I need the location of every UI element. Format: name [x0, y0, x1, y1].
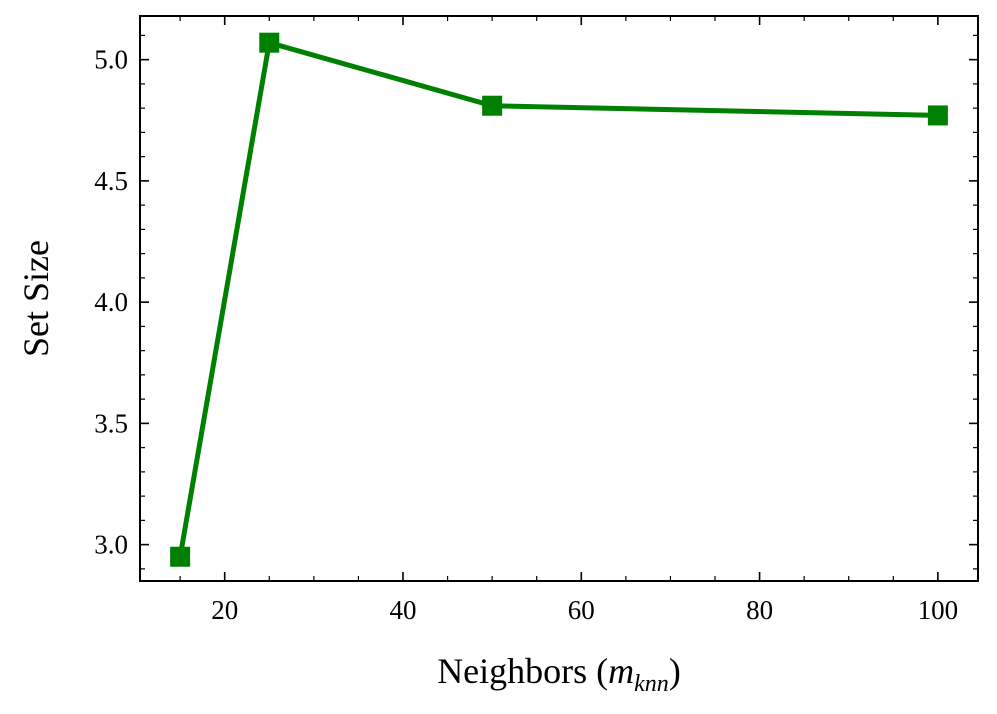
y-tick-label: 3.5: [94, 408, 128, 438]
data-point-marker: [170, 546, 191, 567]
plot-frame: [139, 15, 979, 582]
y-axis-label: Set Size: [16, 240, 56, 357]
x-tick-label: 60: [568, 595, 595, 625]
data-point-marker: [482, 95, 503, 116]
y-tick-label: 4.5: [94, 166, 128, 196]
y-tick-label: 5.0: [94, 45, 128, 75]
series-line: [177, 40, 938, 558]
axis-ticks: [140, 16, 978, 581]
series-layer: [170, 32, 948, 567]
x-tick-label: 20: [211, 595, 238, 625]
y-tick-label: 3.0: [94, 530, 128, 560]
x-tick-label: 80: [746, 595, 773, 625]
tick-labels: 20 40 60 80 100 3.0 3.5 4.0 4.5 5.0: [94, 45, 958, 625]
data-point-marker: [927, 105, 948, 126]
x-axis-label: Neighbors (mknn): [437, 651, 681, 697]
x-tick-label: 100: [918, 595, 959, 625]
x-tick-label: 40: [389, 595, 416, 625]
y-tick-label: 4.0: [94, 287, 128, 317]
data-point-marker: [259, 32, 280, 53]
